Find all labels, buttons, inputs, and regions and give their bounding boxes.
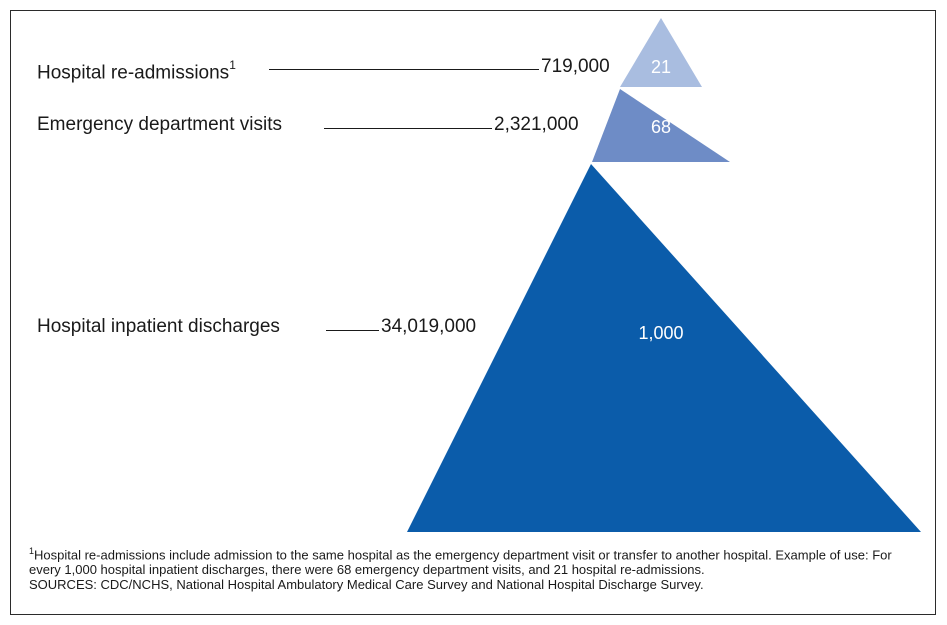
chart-frame: Hospital re-admissions1 719,000 21 Emerg…	[10, 10, 936, 615]
footnote: 1Hospital re-admissions include admissio…	[29, 544, 924, 592]
count-inpatient-discharges: 34,019,000	[381, 316, 477, 337]
footnote-body-mark: 1	[29, 546, 35, 556]
label-emergency-visits: Emergency department visits	[37, 114, 282, 135]
footnote-mark: 1	[229, 58, 236, 72]
tier-emergency-visits	[592, 89, 730, 162]
pyramid-chart	[407, 18, 921, 532]
tier-inpatient-discharges	[407, 164, 921, 532]
footnote-text: Hospital re-admissions include admission…	[29, 547, 892, 578]
count-readmissions: 719,000	[541, 56, 610, 77]
label-inpatient-discharges: Hospital inpatient discharges	[37, 316, 280, 337]
footnote-body: 1Hospital re-admissions include admissio…	[29, 544, 924, 577]
tier-readmissions	[620, 18, 702, 87]
sources-text: SOURCES: CDC/NCHS, National Hospital Amb…	[29, 577, 704, 593]
rate-readmissions: 21	[650, 57, 672, 77]
rate-inpatient-discharges: 1,000	[638, 323, 684, 343]
leader-line-readmissions	[269, 69, 539, 70]
rate-emergency-visits: 68	[650, 117, 672, 137]
leader-line-emergency-visits	[324, 128, 492, 129]
leader-line-inpatient-discharges	[326, 330, 379, 331]
label-readmissions: Hospital re-admissions1	[37, 56, 236, 84]
label-readmissions-text: Hospital re-admissions	[37, 62, 230, 84]
count-emergency-visits: 2,321,000	[494, 114, 579, 135]
